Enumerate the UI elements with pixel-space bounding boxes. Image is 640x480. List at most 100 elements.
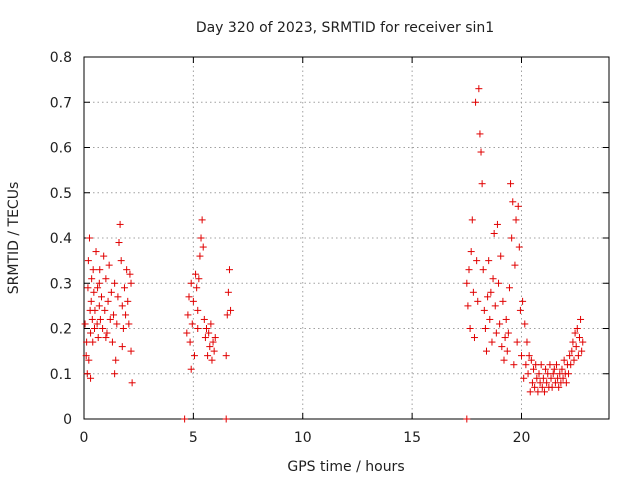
data-point <box>508 234 516 242</box>
data-point <box>223 311 231 319</box>
data-point <box>512 216 520 224</box>
data-point <box>119 325 127 332</box>
y-tick-label: 0.4 <box>50 231 72 247</box>
data-point <box>463 279 471 287</box>
data-point <box>106 315 114 323</box>
data-point <box>195 275 203 283</box>
data-point <box>115 239 123 247</box>
data-point <box>566 352 574 360</box>
data-point <box>521 320 529 328</box>
data-point <box>571 329 579 337</box>
data-point <box>194 306 202 314</box>
data-point <box>87 329 95 337</box>
data-point <box>499 297 507 305</box>
x-tick-label: 10 <box>294 430 312 446</box>
data-point <box>505 284 513 292</box>
data-point <box>478 180 486 188</box>
data-point <box>127 347 135 355</box>
data-point <box>84 257 92 265</box>
data-point <box>553 361 560 369</box>
data-point <box>511 261 519 269</box>
data-point <box>469 288 477 296</box>
data-point <box>510 361 518 369</box>
data-point <box>562 379 570 387</box>
data-point <box>88 275 96 283</box>
data-point <box>193 284 201 292</box>
data-point <box>524 370 532 378</box>
data-point <box>474 297 482 305</box>
data-point <box>549 370 557 378</box>
data-point <box>124 297 132 305</box>
data-point <box>117 257 125 265</box>
chart-title: Day 320 of 2023, SRMTID for receiver sin… <box>196 20 494 36</box>
data-point <box>464 302 472 310</box>
data-point <box>491 302 499 310</box>
data-point <box>82 352 90 360</box>
data-point <box>122 311 130 319</box>
data-point <box>550 365 558 373</box>
data-point <box>476 130 484 138</box>
data-point <box>565 370 573 378</box>
data-point <box>536 379 544 387</box>
data-point <box>578 347 586 355</box>
data-point <box>520 374 528 382</box>
data-point <box>105 261 113 269</box>
data-point <box>94 284 102 292</box>
data-point <box>575 334 583 342</box>
data-point <box>208 356 216 364</box>
data-point <box>466 325 474 332</box>
x-axis-label: GPS time / hours <box>287 459 404 475</box>
data-point <box>483 347 490 355</box>
data-point <box>127 279 135 287</box>
data-point <box>480 306 488 314</box>
data-point <box>467 248 475 256</box>
data-point <box>203 325 210 332</box>
data-point <box>530 365 538 373</box>
data-point <box>568 347 576 355</box>
data-point <box>89 266 97 274</box>
y-axis-label: SRMTID / TECUs <box>6 182 22 295</box>
data-point <box>463 415 471 423</box>
data-point <box>548 383 556 391</box>
x-tick-label: 15 <box>403 430 421 446</box>
data-point <box>91 325 98 332</box>
data-point <box>181 415 189 423</box>
y-tick-label: 0.7 <box>50 95 72 111</box>
x-tick-label: 5 <box>189 430 198 446</box>
data-point <box>516 306 524 314</box>
y-tick-label: 0 <box>63 412 72 428</box>
data-point <box>538 383 546 391</box>
data-point <box>222 415 230 423</box>
data-point <box>579 338 587 346</box>
data-point <box>546 361 554 369</box>
data-point <box>81 320 89 328</box>
data-point <box>534 388 542 396</box>
data-point <box>112 356 120 364</box>
data-point <box>83 370 91 378</box>
data-point <box>558 365 566 373</box>
data-point <box>201 334 209 342</box>
data-point <box>489 275 497 283</box>
data-point <box>118 343 126 351</box>
data-point <box>486 315 494 323</box>
y-tick-label: 0.3 <box>50 276 72 292</box>
data-point <box>83 338 91 346</box>
data-point <box>110 311 118 319</box>
data-points <box>81 85 587 423</box>
data-point <box>514 202 522 210</box>
data-point <box>527 356 535 364</box>
data-point <box>102 275 110 283</box>
data-point <box>192 270 200 278</box>
data-point <box>468 216 476 224</box>
data-point <box>90 288 98 296</box>
data-point <box>513 338 521 346</box>
data-point <box>99 325 107 332</box>
data-point <box>504 329 512 337</box>
data-point <box>94 334 102 342</box>
data-point <box>522 361 530 369</box>
data-point <box>88 315 96 323</box>
data-point <box>523 338 531 346</box>
data-point <box>89 338 97 346</box>
data-point <box>123 266 131 274</box>
data-point <box>479 266 487 274</box>
